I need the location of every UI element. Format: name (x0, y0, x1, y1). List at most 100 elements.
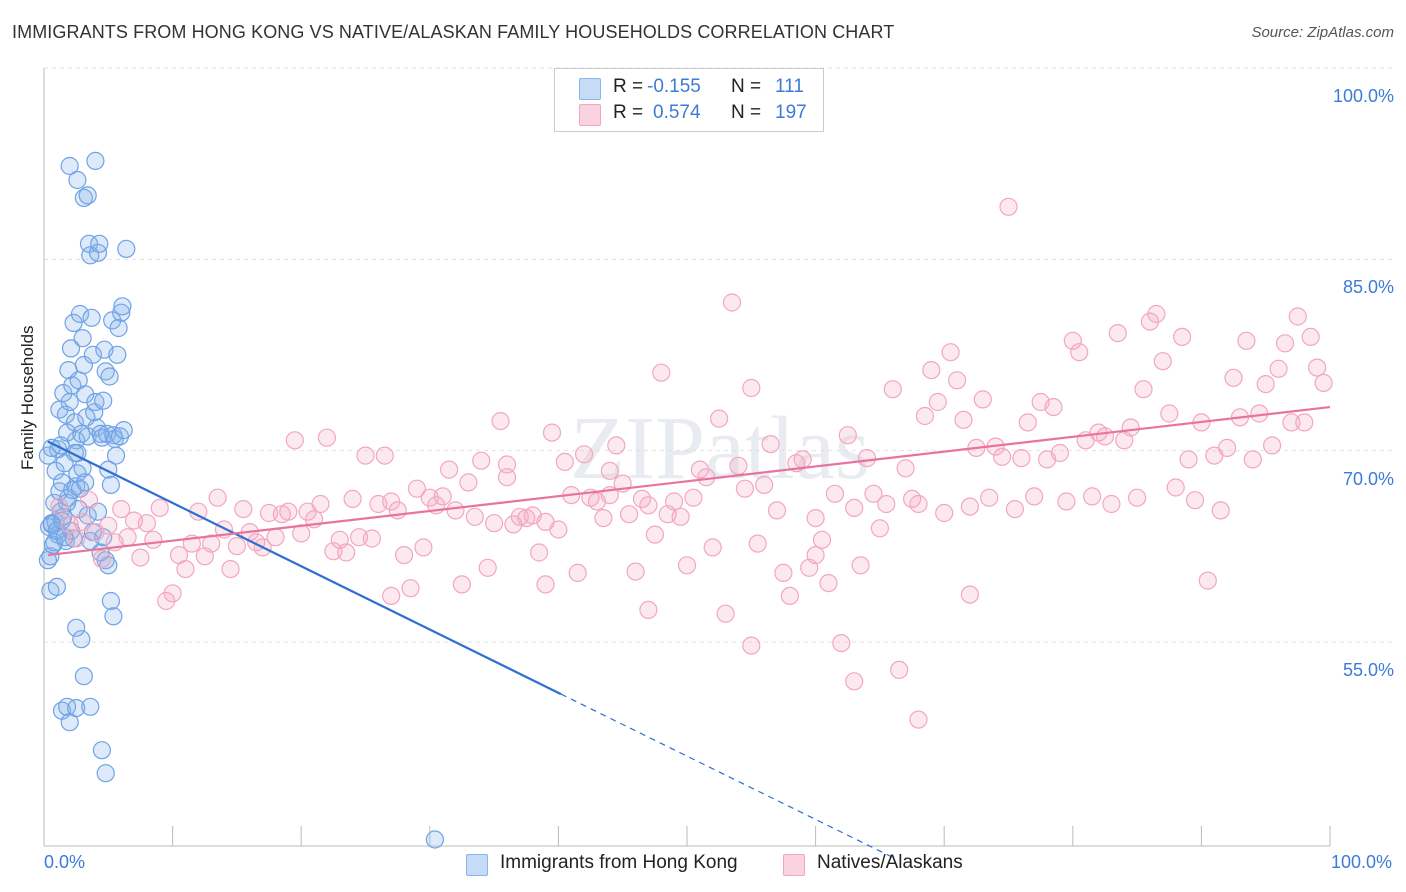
data-point (877, 494, 896, 514)
data-point (941, 343, 960, 362)
data-point (639, 496, 658, 515)
data-point (114, 421, 133, 440)
data-point (425, 830, 444, 849)
data-point (825, 484, 845, 503)
data-point (980, 488, 999, 507)
data-point (112, 303, 131, 322)
data-point (845, 498, 864, 517)
data-point (337, 543, 356, 562)
source-label: Source: ZipAtlas.com (1251, 24, 1394, 41)
data-point (664, 492, 684, 511)
data-point (729, 456, 748, 475)
data-point (1179, 450, 1198, 469)
legend-r-label: R = (613, 102, 644, 123)
data-point (356, 446, 375, 465)
data-point (311, 494, 330, 514)
data-point (1121, 418, 1140, 437)
legend-label: Immigrants from Hong Kong (500, 852, 738, 873)
data-point (60, 156, 79, 176)
data-point (68, 170, 87, 190)
data-point (1012, 449, 1031, 468)
y-tick-label: 70.0% (1342, 468, 1394, 489)
data-point (131, 548, 150, 567)
series-natives (50, 197, 1333, 729)
data-point (1082, 487, 1102, 506)
axes (43, 68, 1331, 847)
data-point (94, 391, 113, 410)
data-point (41, 547, 60, 566)
data-point (491, 412, 510, 431)
data-point (150, 498, 169, 517)
data-point (101, 475, 121, 494)
trend-line-hong-kong-extension (560, 693, 894, 858)
data-point (735, 479, 755, 498)
data-point (144, 530, 163, 549)
data-point (83, 345, 103, 364)
data-point (915, 406, 935, 426)
data-point (1295, 413, 1314, 432)
data-point (440, 460, 459, 479)
data-point (1147, 304, 1166, 324)
data-point (67, 618, 86, 637)
data-point (61, 339, 81, 358)
data-point (446, 501, 465, 520)
data-point (1050, 443, 1070, 463)
data-point (703, 538, 722, 557)
data-point (1237, 331, 1256, 350)
data-point (101, 591, 121, 611)
trend-lines (47, 406, 1331, 858)
data-point (960, 497, 980, 516)
data-point (92, 549, 112, 569)
data-point (748, 534, 767, 553)
data-point (1102, 494, 1121, 514)
data-point (619, 505, 639, 524)
data-point (82, 308, 101, 327)
data-point (64, 313, 83, 332)
data-point (761, 435, 780, 454)
data-point (1301, 327, 1320, 346)
data-point (1044, 398, 1063, 417)
data-point (870, 519, 890, 538)
data-point (1063, 331, 1082, 350)
legend-n-label: N = (731, 76, 762, 97)
legend-swatch-blue (579, 78, 601, 100)
data-point (1198, 571, 1217, 590)
data-point (74, 667, 94, 686)
data-point (1307, 358, 1327, 377)
data-point (76, 385, 95, 404)
legend-label: Natives/Alaskans (817, 852, 963, 873)
data-point (1166, 478, 1185, 497)
data-point (542, 423, 562, 442)
data-point (594, 508, 613, 528)
data-point (626, 562, 645, 581)
series-hong-kong (38, 151, 444, 849)
data-point (472, 451, 491, 470)
data-point (607, 436, 626, 455)
data-point (568, 563, 587, 583)
data-point (459, 473, 478, 492)
data-point (1256, 375, 1275, 394)
data-point (497, 455, 517, 474)
data-point (81, 697, 100, 716)
data-point (109, 318, 128, 338)
legend-r-value: -0.155 (647, 76, 701, 97)
data-point (536, 575, 555, 594)
data-point (774, 563, 793, 583)
data-point (67, 698, 86, 718)
data-point (1243, 450, 1262, 469)
data-point (478, 558, 497, 577)
y-tick-label: 55.0% (1342, 660, 1394, 680)
chart-title: IMMIGRANTS FROM HONG KONG VS NATIVE/ALAS… (12, 22, 895, 42)
data-point (1005, 500, 1025, 519)
data-point (317, 428, 336, 447)
data-point (1070, 343, 1089, 362)
data-point (1275, 334, 1295, 353)
data-point (78, 186, 97, 205)
data-point (1217, 438, 1237, 457)
data-point (163, 584, 182, 603)
data-point (767, 501, 787, 520)
x-tick-label: 100.0% (1330, 852, 1392, 872)
data-point (1057, 492, 1076, 511)
data-point (864, 484, 883, 503)
data-point (890, 660, 909, 680)
